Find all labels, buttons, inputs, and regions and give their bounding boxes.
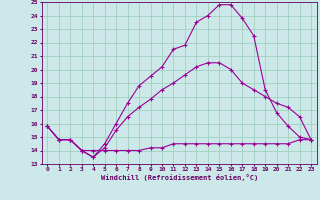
X-axis label: Windchill (Refroidissement éolien,°C): Windchill (Refroidissement éolien,°C) (100, 174, 258, 181)
